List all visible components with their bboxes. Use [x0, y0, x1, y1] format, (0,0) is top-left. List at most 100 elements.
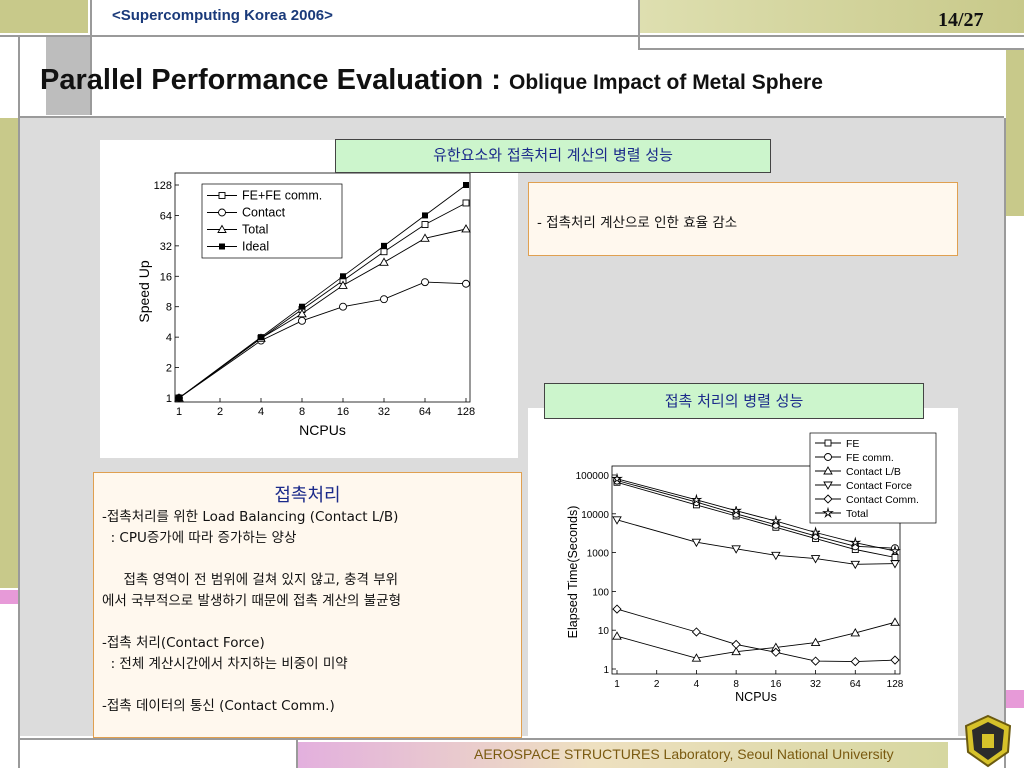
- data-point: [298, 316, 306, 325]
- legend-label: Total: [846, 508, 868, 520]
- x-tick-label: 64: [419, 406, 431, 418]
- data-point: [850, 628, 861, 637]
- legend-entry: FE: [815, 438, 859, 450]
- x-tick-label: 32: [810, 679, 822, 690]
- x-tick-label: 1: [176, 406, 182, 418]
- y-tick-label: 4: [166, 332, 172, 344]
- series-contact: [175, 278, 470, 402]
- data-point: [218, 208, 226, 217]
- x-axis-label: NCPUs: [735, 690, 777, 704]
- frame-right-hline2: [638, 48, 1024, 50]
- legend-entry: Contact Force: [815, 480, 912, 492]
- contact-box-lines: -접촉처리를 위한 Load Balancing (Contact L/B) :…: [102, 507, 517, 717]
- legend-label: FE comm.: [846, 452, 894, 464]
- y-tick-label: 1000: [587, 549, 610, 560]
- contact-box-line: -접촉 데이터의 통신 (Contact Comm.): [102, 698, 335, 714]
- data-point: [258, 334, 264, 341]
- data-point: [461, 224, 471, 233]
- contact-box-line: [102, 612, 517, 633]
- x-axis-label: NCPUs: [299, 422, 346, 438]
- frame-left-vline: [90, 0, 92, 115]
- page-number: 14/27: [938, 9, 984, 31]
- data-point: [890, 560, 900, 569]
- legend-entry: Contact: [207, 206, 286, 220]
- series-contact-force: [612, 516, 900, 570]
- frame-right-vline3: [1004, 118, 1006, 768]
- x-tick-label: 4: [694, 679, 700, 690]
- legend-label: Contact: [242, 206, 286, 220]
- contact-box-line: [102, 549, 517, 570]
- y-tick-label: 64: [160, 210, 172, 222]
- frame-left-vline2: [18, 37, 20, 768]
- data-point: [380, 295, 388, 304]
- data-point: [340, 273, 346, 280]
- y-tick-label: 10000: [581, 510, 609, 521]
- data-point: [339, 302, 347, 311]
- elapsed-time-chart: 1 2 4 8 16 32 64 128 1 10 100 1000 10000 100000 NCPUs E…: [566, 432, 937, 704]
- legend-label: Contact Comm.: [846, 494, 919, 506]
- contact-box-line: 접촉 영역이 전 범위에 걸쳐 있지 않고, 충격 부위: [102, 572, 399, 588]
- data-point: [462, 199, 470, 207]
- data-point: [176, 395, 182, 401]
- data-point: [297, 308, 307, 318]
- efficiency-note-box: - 접촉처리 계산으로 인한 효율 감소: [528, 182, 958, 256]
- data-point: [731, 639, 741, 650]
- contact-performance-label: 접촉 처리의 병렬 성능: [544, 383, 924, 419]
- legend-entry: Total: [207, 223, 268, 237]
- data-point: [849, 536, 862, 548]
- x-tick-label: 4: [258, 406, 264, 418]
- data-point: [823, 481, 833, 490]
- legend-label: Contact L/B: [846, 466, 901, 478]
- data-point: [338, 280, 348, 289]
- y-tick-label: 1: [603, 665, 609, 676]
- footer-university: , Seoul National University: [729, 746, 894, 762]
- x-tick-label: 16: [337, 406, 349, 418]
- data-point: [379, 257, 389, 266]
- frame-title-underline: [18, 116, 1004, 118]
- data-point: [771, 551, 781, 561]
- frame-left-pink-strip: [0, 590, 18, 604]
- data-point: [219, 243, 225, 250]
- contact-box-heading: 접촉처리: [274, 485, 341, 506]
- contact-box-line: : 전체 계산시간에서 차지하는 비중이 미약: [102, 656, 348, 672]
- y-tick-label: 100: [592, 587, 609, 598]
- data-point: [809, 526, 821, 538]
- conference-label: <Supercomputing Korea 2006>: [112, 7, 333, 24]
- speedup-chart: 1 2 4 8 16 32 64 128 1 2 4 8 16 32 64 128 NCPUs Speed Up F…: [136, 172, 475, 438]
- data-point: [891, 553, 899, 561]
- data-point: [890, 617, 900, 626]
- frame-top-left-block: [0, 0, 88, 33]
- x-tick-label: 64: [850, 679, 862, 690]
- data-point: [612, 516, 622, 525]
- title-sub: Oblique Impact of Metal Sphere: [509, 71, 823, 94]
- page-title: Parallel Performance Evaluation : Obliqu…: [40, 64, 823, 97]
- series-total: [611, 472, 901, 557]
- data-point: [421, 221, 429, 228]
- frame-right-olive-strip: [1006, 50, 1024, 216]
- data-point: [612, 631, 622, 640]
- x-tick-label: 32: [378, 406, 390, 418]
- contact-box-line: -접촉처리를 위한 Load Balancing (Contact L/B): [102, 509, 399, 525]
- legend-entry: FE+FE comm.: [207, 189, 322, 203]
- frame-gray-block: [46, 37, 90, 115]
- x-tick-label: 8: [299, 406, 305, 418]
- frame-right-vline: [638, 0, 640, 50]
- data-point: [691, 538, 702, 548]
- data-point: [810, 637, 821, 647]
- series-contact-comm-: [612, 604, 900, 667]
- legend-entry: Ideal: [207, 240, 269, 254]
- efficiency-note-text: - 접촉처리 계산으로 인한 효율 감소: [537, 215, 738, 231]
- data-point: [420, 233, 430, 242]
- data-point: [218, 192, 226, 199]
- data-point: [691, 493, 703, 505]
- data-point: [824, 439, 832, 447]
- plot-frame: [611, 465, 901, 675]
- data-point: [422, 212, 428, 219]
- y-tick-label: 2: [166, 363, 172, 375]
- data-point: [463, 182, 469, 188]
- data-point: [823, 494, 833, 504]
- y-tick-label: 128: [154, 180, 172, 192]
- data-point: [462, 279, 470, 288]
- data-point: [822, 506, 834, 519]
- title-main: Parallel Performance Evaluation :: [40, 64, 510, 96]
